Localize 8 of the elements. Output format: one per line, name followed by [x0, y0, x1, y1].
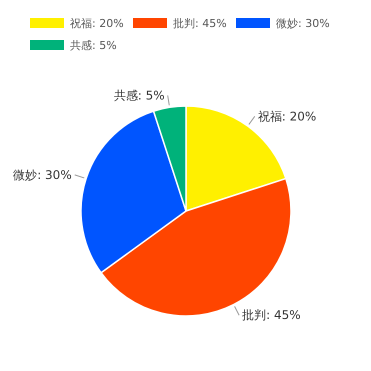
slice-label: 批判: 45%	[242, 308, 301, 322]
slice-label: 微妙: 30%	[13, 168, 72, 182]
slice-label: 祝福: 20%	[258, 109, 316, 124]
legend-label: 祝福: 20%	[70, 17, 124, 30]
slice-label: 共感: 5%	[114, 88, 165, 102]
legend-label: 微妙: 30%	[276, 17, 330, 30]
legend-label: 批判: 45%	[173, 17, 227, 30]
legend-label: 共感: 5%	[70, 39, 117, 52]
